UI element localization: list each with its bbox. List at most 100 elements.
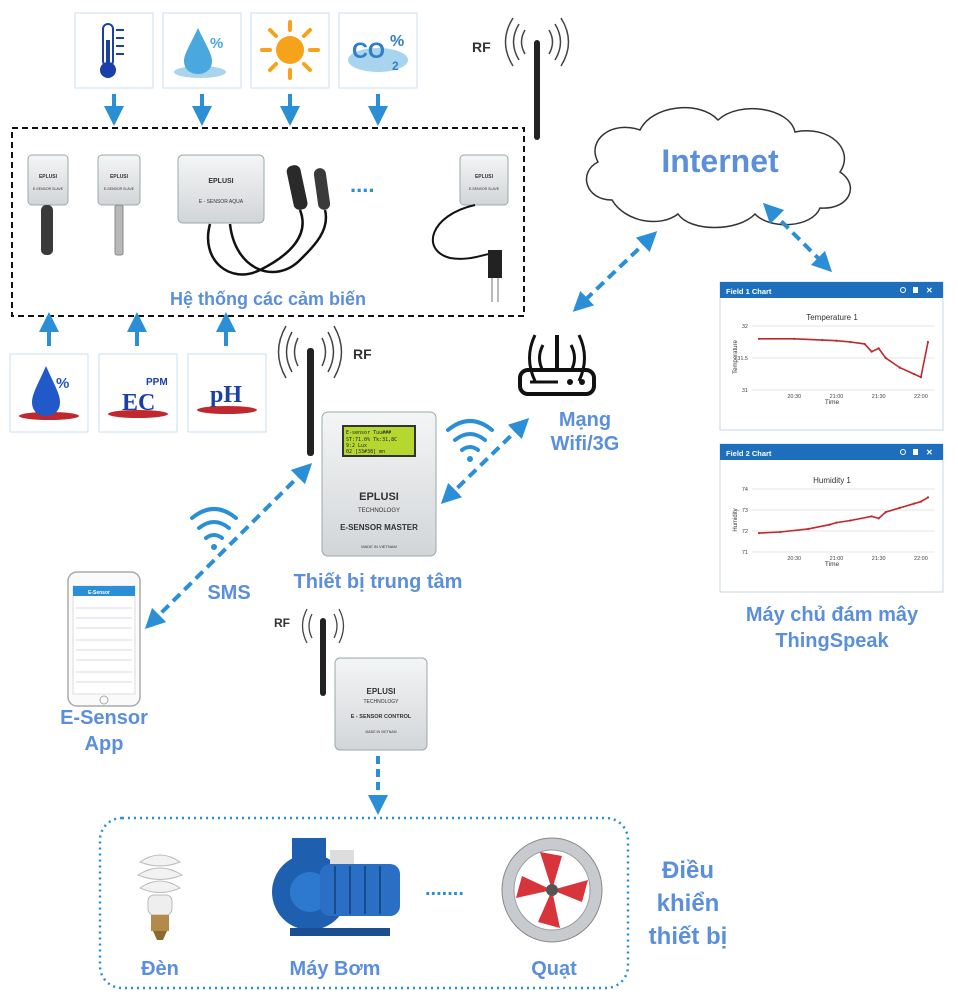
control-devices-label-2: khiển (657, 890, 720, 917)
soil-moisture-icon: % (19, 366, 79, 420)
aqua-brand: EPLUSI (208, 178, 233, 185)
app-title: E-Sensor (88, 590, 110, 596)
chart-2-ylabel: Humidity (733, 508, 739, 531)
edit-icon[interactable] (913, 449, 918, 455)
chart-2-y-tick: 74 (742, 487, 748, 493)
chart-1-data-point (926, 340, 930, 344)
chart-2-data-point (849, 519, 852, 522)
thermometer-icon (100, 23, 124, 78)
rf-label-top: RF (472, 39, 491, 55)
pump-label: Máy Bơm (290, 958, 381, 980)
water-pump-icon (272, 838, 400, 936)
more-sensors-dots: .... (350, 172, 374, 197)
ph-icon: pH (197, 382, 257, 414)
lcd-line-3: 9:2 Lux (346, 443, 367, 449)
fan-label: Quạt (531, 958, 577, 980)
co2-cloud-icon: CO % 2 (348, 33, 408, 73)
master-brand: EPLUSI (359, 491, 399, 503)
master-tech: TECHNOLOGY (358, 508, 400, 514)
app-label-2: App (85, 733, 124, 755)
slave-2-label: E-SENSOR SLAVE (104, 187, 135, 191)
chart-2-data-point (926, 496, 930, 499)
chart-1-xlabel: Time (825, 399, 840, 406)
top-down-arrows (104, 94, 388, 126)
chart-1-data-point (919, 376, 923, 379)
sensor-slave-2: EPLUSI E-SENSOR SLAVE (97, 154, 141, 256)
icon-tile-ec (98, 353, 178, 433)
chart-2-x-tick: 21:30 (872, 556, 886, 562)
chart-1-header: Field 1 Chart (726, 287, 772, 296)
arrow-internet-router (572, 231, 658, 312)
chart-1-toolbar: ✕ (900, 286, 933, 295)
control-brand: EPLUSI (367, 687, 396, 696)
humidity-percent: % (210, 35, 223, 52)
chart-2-data-point (870, 515, 873, 518)
chart-2-header: Field 2 Chart (726, 449, 772, 458)
chart-1-data-point (870, 350, 873, 353)
radio-waves-icon (301, 608, 345, 644)
chart-2-data-point (884, 510, 887, 514)
slave-1-brand: EPLUSI (39, 174, 58, 180)
control-made-in: MADE IN VIETNAM (365, 730, 396, 734)
lcd-line-4: 02 [33#38] mn (346, 449, 385, 455)
top-sensor-icons: % CO % 2 (74, 12, 418, 126)
chart-2-x-tick: 20:30 (787, 556, 801, 562)
comment-icon[interactable] (900, 449, 906, 455)
chart-1-y-tick: 31 (742, 388, 748, 394)
icon-tile-ph (187, 353, 267, 433)
chart-2-y-tick: 72 (742, 529, 748, 535)
co2-text: CO (352, 38, 385, 63)
master-device: E-sensor Tuu### ST:71.0% Tk:31,8C 9:2 Lu… (321, 411, 437, 557)
chart-2-toolbar: ✕ (900, 448, 933, 457)
chart-2-data-point (807, 527, 810, 531)
ec-icon: EC PPM (108, 377, 168, 418)
chart-2-data-point (835, 521, 838, 524)
edit-icon[interactable] (913, 287, 918, 293)
chart-1-data-point (757, 337, 761, 340)
arrow-master-app (144, 462, 313, 630)
chart-1-y-tick: 31.5 (737, 356, 748, 362)
lcd-line-1: E-sensor Tuu### (346, 430, 391, 436)
sensor-system-label: Hệ thống các cảm biến (170, 289, 366, 309)
chart-2-xlabel: Time (825, 561, 840, 568)
connection-arrows (144, 202, 833, 630)
radio-waves-icon (277, 325, 343, 379)
chart-1-y-tick: 32 (742, 324, 748, 330)
internet-cloud: Internet (585, 107, 852, 229)
chart-2-x-tick: 21:00 (830, 556, 844, 562)
sms-label: SMS (207, 582, 250, 604)
control-device: EPLUSI TECHNOLOGY E - SENSOR CONTROL MAD… (334, 657, 428, 751)
aqua-label: E - SENSOR AQUA (199, 199, 244, 205)
chart-1-x-tick: 21:30 (872, 394, 886, 400)
rf-label-master: RF (353, 346, 372, 362)
chart-1-data-point (863, 342, 866, 346)
chart-1-data-point (849, 340, 852, 344)
soil-brand: EPLUSI (475, 174, 494, 180)
thingspeak-chart-2: Field 2 Chart ✕ Humidity 1 Time Humidity… (719, 443, 944, 593)
chart-1-x-tick: 21:00 (830, 394, 844, 400)
close-icon[interactable]: ✕ (926, 286, 933, 295)
close-icon[interactable]: ✕ (926, 448, 933, 457)
comment-icon[interactable] (900, 287, 906, 293)
chart-2-y-tick: 73 (742, 508, 748, 514)
sensor-slave-1: EPLUSI E-SENSOR SLAVE (27, 154, 69, 255)
chart-1-data-point (884, 356, 887, 360)
cloud-server-label-1: Máy chủ đám mây (746, 604, 919, 626)
wifi-icon-right (446, 419, 494, 462)
control-label: E - SENSOR CONTROL (351, 714, 412, 720)
radio-waves-icon (504, 17, 570, 67)
sensor-slave-soil: EPLUSI E-SENSOR SLAVE (431, 154, 509, 302)
arrow-router-master (440, 418, 530, 504)
chart-2-data-point (919, 500, 923, 503)
wifi-network-label-1: Mạng (559, 409, 611, 431)
chart-1-data-point (821, 338, 824, 342)
internet-label: Internet (661, 143, 779, 179)
controlled-devices-box (98, 816, 630, 990)
cloud-server-label-2: ThingSpeak (775, 630, 889, 652)
slave-2-brand: EPLUSI (110, 174, 129, 180)
chart-2-data-point (779, 530, 782, 534)
lamp-icon (136, 854, 184, 940)
rf-antenna-master: RF (277, 325, 372, 456)
arrow-internet-thingspeak (762, 202, 833, 273)
